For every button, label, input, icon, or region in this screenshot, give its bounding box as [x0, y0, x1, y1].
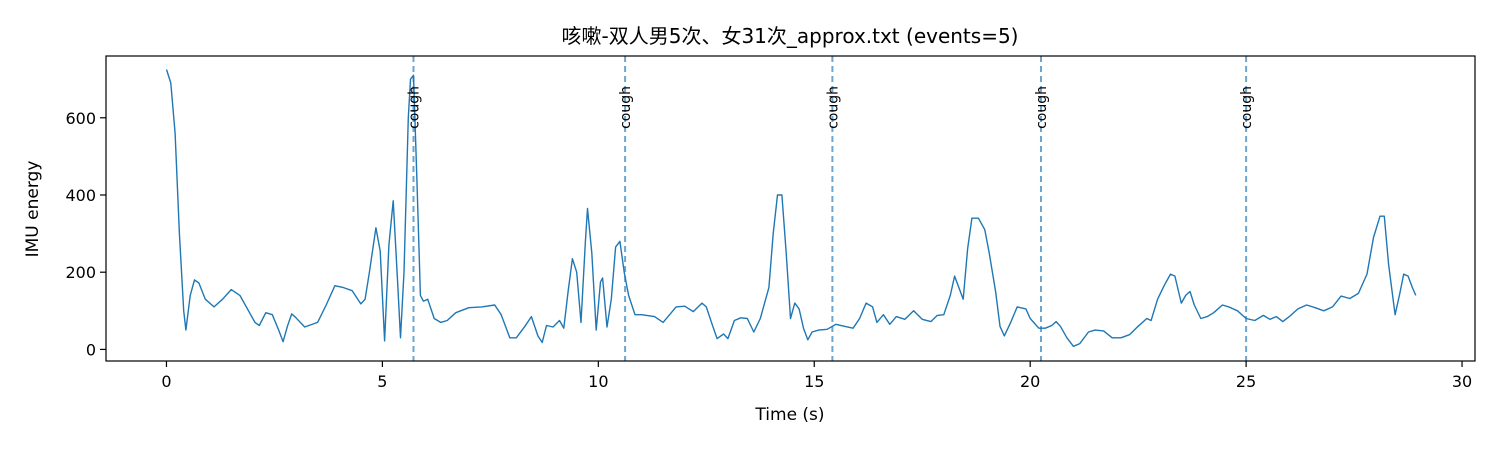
chart-title: 咳嗽-双人男5次、女31次_approx.txt (events=5)	[562, 24, 1019, 48]
x-tick-label-1: 5	[377, 372, 387, 391]
event-label-0: cough	[406, 86, 422, 129]
x-tick-label-6: 30	[1452, 372, 1472, 391]
plot-frame	[105, 55, 1476, 362]
x-tick-label-0: 0	[161, 372, 171, 391]
y-tick-label-0: 0	[86, 340, 96, 359]
event-label-2: cough	[825, 86, 841, 129]
plot-area: cough cough cough cough cough	[165, 56, 1417, 361]
x-axis: 0 5 10 15 20 25 30	[161, 361, 1472, 391]
x-axis-label: Time (s)	[754, 405, 824, 425]
y-tick-label-2: 400	[65, 186, 96, 205]
y-axis-label: IMU energy	[23, 161, 43, 258]
event-label-4: cough	[1239, 86, 1255, 129]
event-label-3: cough	[1034, 86, 1050, 129]
x-tick-label-2: 10	[588, 372, 608, 391]
y-tick-label-1: 200	[65, 263, 96, 282]
x-tick-label-3: 15	[804, 372, 824, 391]
event-label-1: cough	[618, 86, 634, 129]
series-line-0	[165, 69, 1417, 347]
y-axis: 0 200 400 600	[65, 109, 106, 359]
y-tick-label-3: 600	[65, 109, 96, 128]
x-tick-label-5: 25	[1236, 372, 1256, 391]
x-tick-label-4: 20	[1020, 372, 1040, 391]
